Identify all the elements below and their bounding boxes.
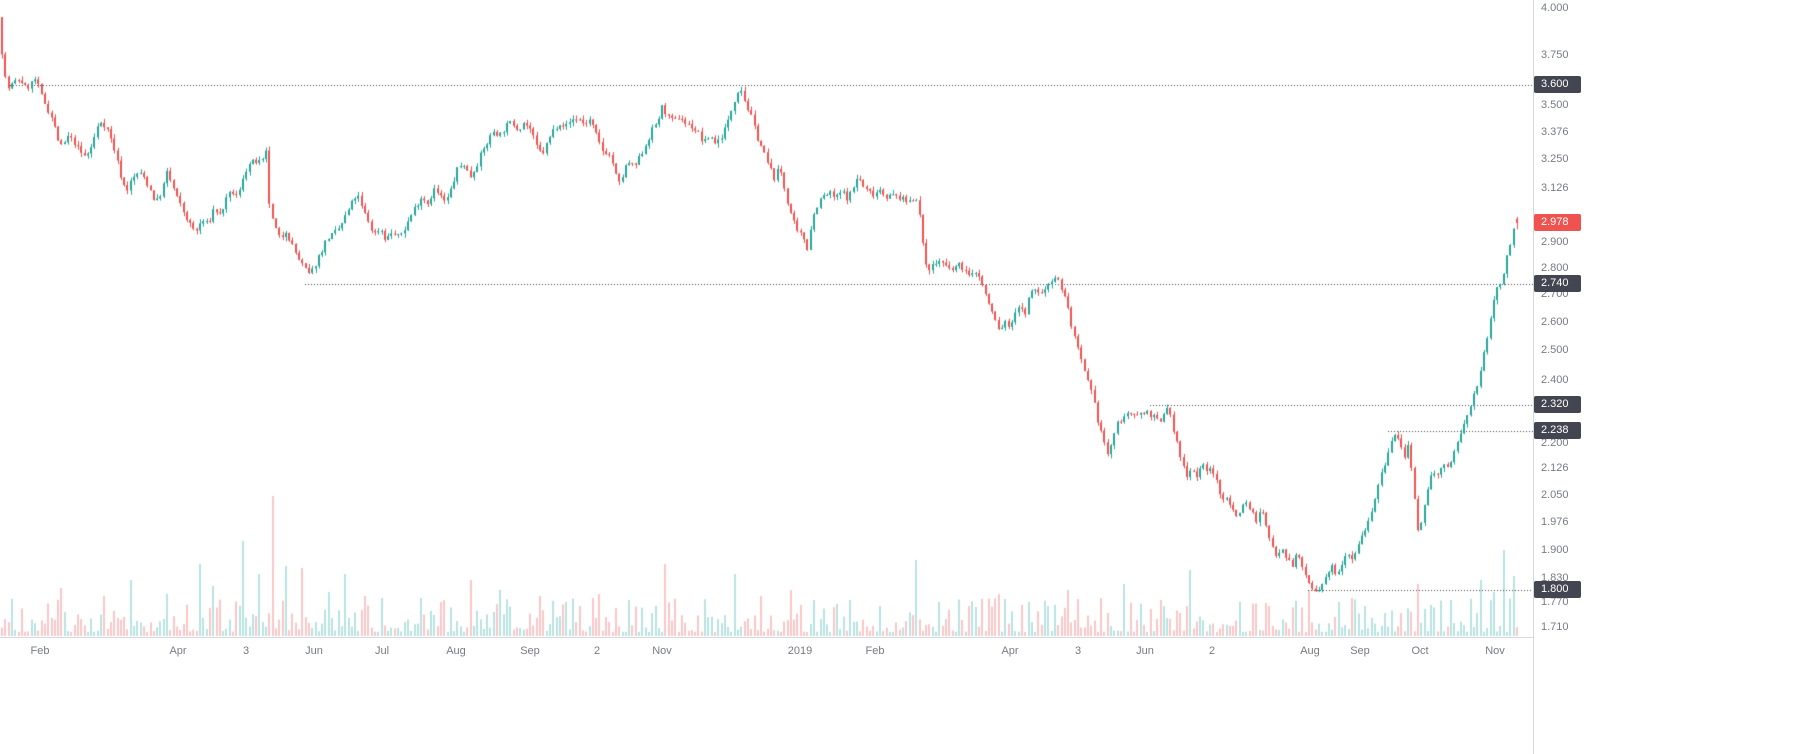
level-price-badge: 2.238: [1534, 422, 1581, 440]
time-tick-label: 2019: [787, 645, 813, 657]
time-tick-label: Nov: [652, 645, 672, 657]
time-tick-label: Aug: [446, 645, 466, 657]
price-tick-label: 1.976: [1541, 515, 1569, 528]
price-pane-canvas[interactable]: [0, 0, 1533, 754]
last-price-badge: 2.978: [1534, 214, 1581, 232]
level-price-badge: 3.600: [1534, 76, 1581, 94]
price-tick-label: 3.750: [1541, 49, 1569, 61]
price-tick-label: 2.400: [1541, 374, 1569, 387]
time-tick-label: Feb: [865, 645, 885, 657]
time-tick-label: Apr: [169, 645, 187, 657]
price-tick-label: 2.900: [1541, 236, 1569, 249]
time-tick-label: Aug: [1300, 645, 1320, 657]
price-tick-label: 2.500: [1541, 344, 1569, 357]
time-tick-label: 3: [1074, 645, 1082, 657]
level-price-badge: 2.320: [1534, 396, 1581, 414]
price-tick-label: 2.600: [1541, 315, 1569, 328]
time-tick-label: Sep: [520, 645, 540, 657]
price-tick-label: 1.830: [1541, 571, 1569, 584]
time-tick-label: Sep: [1350, 645, 1370, 657]
time-tick-label: Jun: [305, 645, 323, 657]
price-tick-label: 1.900: [1541, 544, 1569, 557]
level-price-badge: 1.800: [1534, 581, 1581, 599]
time-tick-label: Oct: [1411, 645, 1429, 657]
time-tick-label: Nov: [1485, 645, 1505, 657]
price-tick-label: 1.770: [1541, 595, 1569, 608]
time-tick-label: Jul: [374, 645, 390, 657]
price-tick-label: 3.250: [1541, 153, 1569, 166]
price-tick-label: 2.126: [1541, 462, 1569, 475]
level-price-badge: 2.740: [1534, 275, 1581, 293]
price-axis[interactable]: 2.978 4.000 3.750 3.500 3.376 3.250 3.126 2.90…: [1533, 0, 1587, 754]
time-tick-label: 2: [1208, 645, 1216, 657]
price-tick-label: 1.710: [1541, 621, 1569, 633]
time-tick-label: 3: [242, 645, 250, 657]
price-tick-label: 2.800: [1541, 261, 1569, 274]
time-tick-label: Apr: [1001, 645, 1019, 657]
price-tick-label: 3.376: [1541, 125, 1569, 138]
time-tick-label: Feb: [30, 645, 50, 657]
time-tick-label: 2: [593, 645, 601, 657]
price-tick-label: 2.050: [1541, 488, 1569, 501]
time-axis[interactable]: Feb Apr 3 Jun Jul Aug Sep 2 Nov 2019 Feb Apr 3 Jun 2 Au…: [0, 637, 1533, 754]
time-tick-label: Jun: [1136, 645, 1154, 657]
price-tick-label: 2.200: [1541, 437, 1569, 450]
price-tick-label: 4.000: [1541, 2, 1569, 14]
price-tick-label: 3.126: [1541, 181, 1569, 194]
price-tick-label: 3.500: [1541, 99, 1569, 112]
